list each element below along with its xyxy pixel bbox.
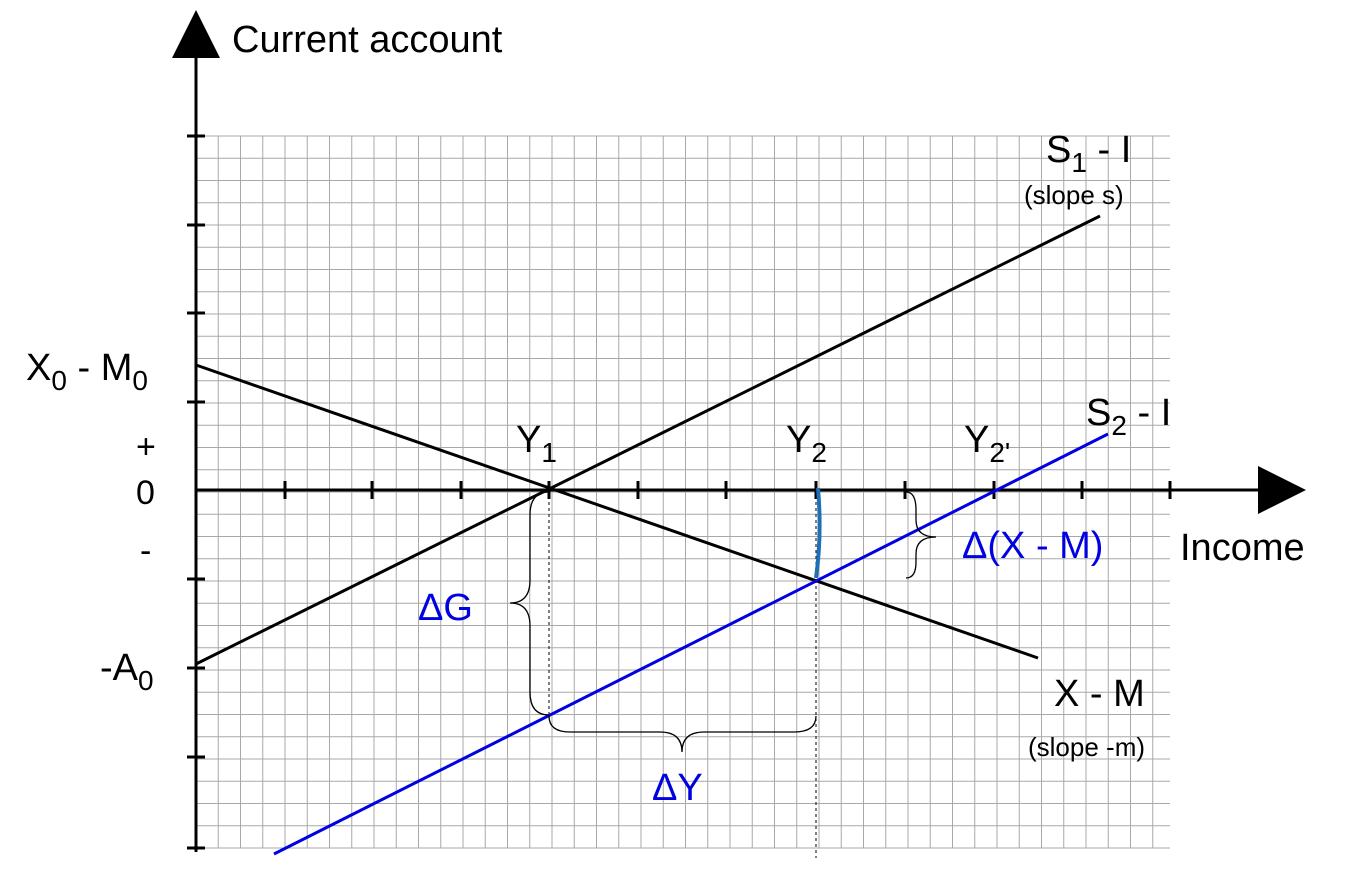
s2-i-label: S2 - I xyxy=(1086,392,1171,441)
y1-label: Y1 xyxy=(516,419,557,468)
y-axis-arrow xyxy=(172,10,220,58)
delta-y-label: ΔY xyxy=(652,767,703,809)
x-m-line xyxy=(195,363,1039,660)
grid xyxy=(196,135,1170,849)
a0-label: -A0 xyxy=(100,647,154,696)
x-m-slope-label: (slope -m) xyxy=(1028,732,1145,762)
s1-i-line xyxy=(195,214,1101,666)
y-axis-title: Current account xyxy=(232,19,503,61)
delta-xm-label: Δ(X - M) xyxy=(962,525,1103,567)
x-m-label: X - M xyxy=(1054,673,1145,715)
x-axis-arrow xyxy=(1258,466,1306,514)
plus-sign: + xyxy=(136,428,156,466)
x-axis-title: Income xyxy=(1180,527,1305,569)
y2-marker xyxy=(814,487,822,579)
s2-i-line xyxy=(273,432,1109,856)
y2-label: Y2 xyxy=(786,419,827,468)
axis-ticks xyxy=(187,134,1172,850)
y2-prime-label: Y2' xyxy=(964,419,1010,468)
delta-g-brace xyxy=(509,491,550,716)
s1-slope-label: (slope s) xyxy=(1024,180,1124,210)
delta-y-brace xyxy=(548,715,817,753)
delta-xm-brace xyxy=(905,491,937,579)
delta-g-label: ΔG xyxy=(418,587,473,629)
s1-i-label: S1 - I xyxy=(1046,129,1131,178)
x0-m0-label: X0 - M0 xyxy=(26,347,148,396)
zero-label: 0 xyxy=(136,474,155,512)
minus-sign: - xyxy=(140,532,151,570)
